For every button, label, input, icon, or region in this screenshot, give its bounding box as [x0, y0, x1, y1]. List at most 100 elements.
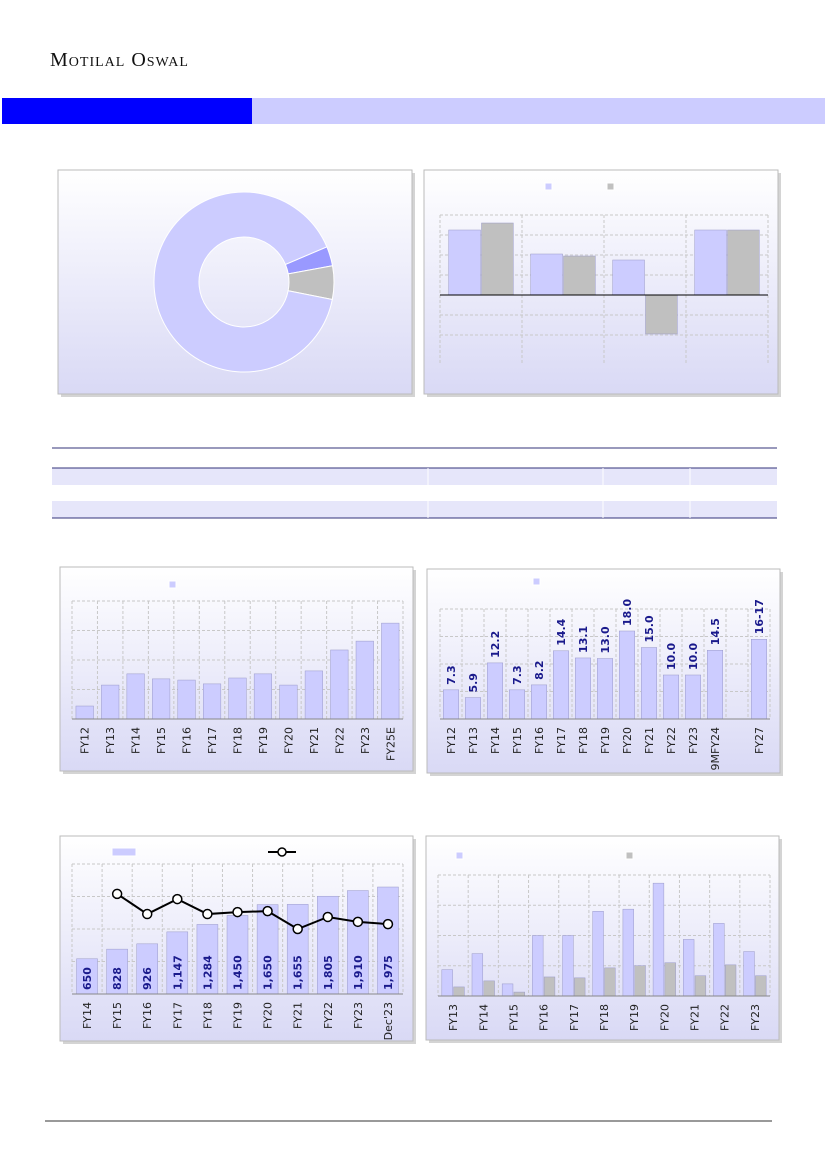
- bar: [641, 647, 657, 720]
- bar: [304, 670, 323, 720]
- data-label: 1,650: [262, 955, 275, 990]
- brand: Motilal Oswal: [50, 49, 189, 71]
- x-tick-label: FY15: [511, 727, 524, 754]
- x-tick-label: 9MFY24: [709, 727, 722, 771]
- x-tick-label: FY14: [130, 727, 143, 754]
- bar: [713, 923, 725, 997]
- data-label: 926: [141, 967, 154, 990]
- x-tick-label: FY14: [489, 727, 502, 754]
- bar: [453, 986, 465, 997]
- legend-swatch: [532, 577, 541, 586]
- bar: [597, 658, 613, 720]
- data-label: 1,910: [352, 955, 365, 990]
- x-tick-label: FY20: [621, 727, 634, 754]
- bar: [563, 255, 596, 296]
- data-label: 10.0: [687, 643, 700, 670]
- bar: [751, 639, 767, 720]
- bar: [202, 683, 222, 720]
- x-tick-label: FY21: [689, 1004, 702, 1031]
- bar: [645, 294, 678, 335]
- data-label: 13.0: [599, 626, 612, 653]
- bar: [501, 983, 514, 997]
- line-marker: [111, 888, 123, 900]
- data-label: 828: [111, 967, 124, 990]
- x-tick-label: FY17: [171, 1002, 184, 1029]
- x-tick-label: FY22: [333, 727, 346, 754]
- bar: [592, 911, 604, 997]
- x-tick-label: FY15: [111, 1002, 124, 1029]
- data-label: 10.0: [665, 643, 678, 670]
- data-label: 5.9: [467, 673, 480, 693]
- bar: [619, 630, 635, 720]
- x-tick-label: FY19: [257, 727, 270, 754]
- data-label: 1,655: [292, 955, 305, 990]
- x-tick-label: FY25E: [384, 727, 397, 761]
- bar: [727, 229, 760, 296]
- x-tick-label: FY15: [155, 727, 168, 754]
- x-tick-label: FY21: [292, 1002, 305, 1029]
- data-label: 7.3: [511, 665, 524, 685]
- bar: [481, 222, 514, 296]
- x-tick-label: FY17: [555, 727, 568, 754]
- data-label: 1,975: [382, 955, 395, 990]
- line-marker: [292, 923, 303, 935]
- data-label: 14.4: [555, 618, 568, 645]
- bar: [279, 684, 298, 720]
- bar: [755, 975, 767, 997]
- bar: [443, 689, 459, 720]
- line-marker: [172, 893, 183, 905]
- x-tick-label: FY13: [447, 1004, 460, 1031]
- bar: [441, 969, 453, 997]
- bar: [152, 678, 171, 720]
- x-tick-label: FY16: [533, 727, 546, 754]
- data-label: 7.3: [445, 665, 458, 685]
- legend-swatch: [625, 851, 634, 860]
- x-tick-label: FY18: [201, 1002, 214, 1029]
- bar: [487, 662, 503, 720]
- bar: [530, 253, 563, 296]
- x-tick-label: FY17: [206, 727, 219, 754]
- x-tick-label: FY17: [568, 1004, 581, 1031]
- legend-swatch: [606, 182, 615, 191]
- bar: [664, 962, 676, 997]
- line-marker: [202, 908, 213, 920]
- legend-swatch: [168, 580, 177, 589]
- x-tick-label: FY13: [467, 727, 480, 754]
- bar: [471, 953, 484, 997]
- bar: [126, 673, 145, 720]
- bar: [683, 939, 695, 997]
- x-tick-label: FY27: [753, 727, 766, 754]
- bar: [612, 259, 645, 296]
- data-label: 8.2: [533, 660, 546, 680]
- data-label: 650: [81, 967, 94, 990]
- bar: [574, 977, 586, 997]
- bar: [465, 697, 481, 720]
- bar: [177, 679, 196, 720]
- x-tick-label: FY16: [538, 1004, 551, 1031]
- bar: [604, 967, 616, 997]
- data-label: 1,147: [171, 955, 184, 990]
- bar: [543, 976, 556, 997]
- section-bar: [2, 98, 252, 124]
- panels: [57, 169, 783, 1044]
- bar: [381, 622, 400, 720]
- x-tick-label: FY23: [352, 1002, 365, 1029]
- x-tick-label: FY14: [477, 1004, 490, 1031]
- data-label: 14.5: [709, 618, 722, 645]
- bar: [652, 882, 665, 997]
- line-marker: [352, 916, 364, 928]
- data-label: 1,450: [232, 955, 245, 990]
- x-tick-label: FY20: [262, 1002, 275, 1029]
- legend-swatch: [544, 182, 553, 191]
- x-tick-label: FY16: [141, 1002, 154, 1029]
- bar: [707, 650, 723, 720]
- x-tick-label: FY18: [598, 1004, 611, 1031]
- bar: [483, 980, 495, 997]
- bar: [448, 229, 481, 296]
- x-tick-label: FY22: [322, 1002, 335, 1029]
- section-bar-rest: [252, 98, 825, 124]
- bar: [228, 677, 247, 720]
- bar: [75, 705, 94, 720]
- x-tick-label: FY12: [445, 727, 458, 754]
- bar: [532, 935, 544, 997]
